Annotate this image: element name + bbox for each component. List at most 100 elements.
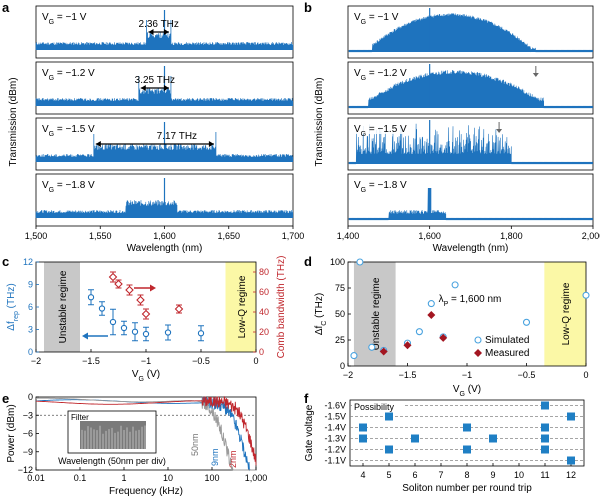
- panel-e-response-50nm: [36, 395, 256, 471]
- panel-c-lowq-region: [225, 262, 256, 352]
- panel-b-spectrum: [348, 187, 593, 221]
- panel-c-point: [142, 330, 150, 338]
- panel-e-ytick-label: −9: [23, 447, 33, 457]
- panel-b-label-bg: [351, 177, 411, 190]
- panel-a-span-label: 3.25 THz: [135, 75, 175, 86]
- panel-d-legend-circle: [474, 336, 482, 344]
- panel-c-xtick-label: −2: [31, 356, 41, 366]
- panel-d-simulated-point: [522, 318, 531, 326]
- panel-label-e: e: [2, 391, 9, 406]
- panel-e-inset-xlabel: Wavelength (50nm per div): [58, 456, 166, 466]
- panel-f-title: Possibility: [354, 402, 395, 412]
- panel-e-label-9nm: 9nm: [210, 448, 220, 466]
- panel-label-d: d: [304, 254, 312, 269]
- panel-b-vg-label: VG = −1.5 V: [354, 124, 407, 138]
- panel-f-xtick-label: 9: [490, 470, 495, 480]
- panel-b-marker-head: [496, 129, 503, 133]
- panel-c-xtick-label: −1: [141, 356, 151, 366]
- panel-f-ytick-label: -1.4V: [324, 423, 346, 433]
- panel-a-span-label: 7.17 THz: [157, 131, 197, 142]
- panel-b-xtick-label: 1,600: [418, 231, 441, 241]
- panel-d-xtick-label: −1.5: [399, 370, 417, 380]
- panel-c-point: [125, 285, 134, 295]
- panel-a-xtick-label: 1,600: [153, 231, 176, 241]
- panel-b-frame: [347, 117, 594, 171]
- panel-f-point: [463, 423, 471, 432]
- panel-c-ytick-left-label: 9: [28, 280, 33, 290]
- panel-e-ytick-label: −12: [18, 465, 33, 475]
- panel-f-ytick-label: -1.5V: [324, 412, 346, 422]
- panel-c-point: [197, 330, 205, 337]
- panel-c-ytick-left-label: 6: [28, 302, 33, 312]
- panel-d-simulated-point: [368, 343, 376, 351]
- panel-f-grid: -1.6V-1.5V-1.4V-1.3V-1.2V-1.1V 4 5 6 7 8 9 10 11…: [304, 399, 585, 494]
- panel-c-xtick-label: −1.5: [82, 356, 100, 366]
- panel-c-point: [87, 294, 95, 301]
- panel-f-point: [567, 456, 575, 465]
- panel-d-annotation: λP = 1,600 nm: [439, 294, 502, 308]
- panel-e-response-9nm: [35, 396, 256, 472]
- panel-a-xtick-label: 1,550: [89, 231, 112, 241]
- panel-a-vg-label: VG = −1 V: [42, 12, 87, 26]
- panel-e-label-50nm: 50nm: [190, 433, 200, 456]
- panel-f-point: [541, 445, 549, 454]
- panel-c-xlabel: VG (V): [132, 369, 160, 383]
- panel-a-arrowheads: [148, 29, 169, 35]
- panel-d-simulated-point: [350, 352, 358, 360]
- panel-e-xtick-label: 1: [121, 473, 126, 483]
- panel-c-ylabel-left: Δfrep (THz): [6, 283, 20, 330]
- panel-f-point: [359, 423, 367, 432]
- panel-c-ylabel-right: Comb bandwidth (THz): [276, 256, 287, 359]
- panel-b-frame: [347, 5, 594, 59]
- panel-f-xtick-label: 10: [514, 470, 524, 480]
- panel-b-vg-label: VG = −1.2 V: [354, 68, 407, 82]
- panel-a-xtick-label: 1,500: [25, 231, 48, 241]
- panel-a-ylabel: Transmission (dBm): [8, 77, 19, 166]
- panel-a-label-bg: [39, 9, 99, 22]
- panel-c-point: [164, 329, 172, 336]
- panel-c-point: [114, 279, 123, 289]
- panel-d-measured-point: [403, 341, 412, 350]
- panel-label-c: c: [2, 254, 9, 269]
- panel-b-xlabel: Wavelength (nm): [433, 243, 509, 254]
- panel-a-xlabel: Wavelength (nm): [127, 243, 203, 254]
- panel-f-xtick-label: 6: [412, 470, 417, 480]
- panel-c-xtick-label: −0.5: [192, 356, 210, 366]
- panel-e-lines: 50nm 9nm 2nm Filter Wavelength (50nm per div…: [6, 392, 267, 497]
- panel-c-ytick-right-label: 80: [259, 267, 269, 277]
- panel-c-ytick-left-label: 12: [23, 257, 33, 267]
- panel-b-xtick-label: 1,800: [500, 231, 523, 241]
- panel-b-label-bg: [351, 65, 411, 78]
- panel-f-point: [411, 434, 419, 443]
- panel-c-ytick-left-label: 0: [28, 347, 33, 357]
- panel-d-xtick-label: 0: [583, 370, 588, 380]
- panel-e-inset-label: Filter: [71, 413, 89, 422]
- panel-f-point: [385, 445, 393, 454]
- panel-f-ytick-label: -1.1V: [324, 456, 346, 466]
- panel-label-f: f: [304, 391, 309, 406]
- panel-b-spectrum: [348, 123, 593, 165]
- panel-b-frame: [347, 61, 594, 115]
- panel-f-point: [541, 434, 549, 443]
- panel-c-ytick-left-label: 3: [28, 325, 33, 335]
- panel-d-simulated-point: [582, 291, 590, 299]
- panel-a-spectra: 2.36 THz VG = −1 V 3.25 THz VG = −1.2 V 7.17…: [8, 5, 304, 254]
- panel-e-xtick-label: 1,000: [245, 473, 268, 483]
- panel-e-xlabel: Frequency (kHz): [109, 486, 183, 497]
- panel-c-unstable-region: [44, 262, 80, 352]
- panel-f-point: [541, 423, 549, 432]
- panel-f-ylabel: Gate voltage: [304, 404, 315, 461]
- panel-d-xtick-label: −1: [462, 370, 472, 380]
- panel-d-scatter: Unstable regime Low-Q regime λP = 1,600 nm…: [314, 257, 590, 398]
- panel-d-simulated-point: [415, 328, 423, 336]
- panel-d-lowq-region: [544, 262, 586, 366]
- panel-a-label-bg: [39, 65, 99, 78]
- panel-a-xtick-label: 1,650: [217, 231, 240, 241]
- panel-a-label-bg: [39, 121, 99, 134]
- panel-c-point: [136, 295, 145, 305]
- panel-d-ytick-label: 100: [330, 257, 345, 267]
- panel-b-spectrum: [348, 13, 593, 53]
- panel-c-ytick-right-label: 60: [259, 287, 269, 297]
- panel-d-legend-simulated: Simulated: [485, 335, 529, 346]
